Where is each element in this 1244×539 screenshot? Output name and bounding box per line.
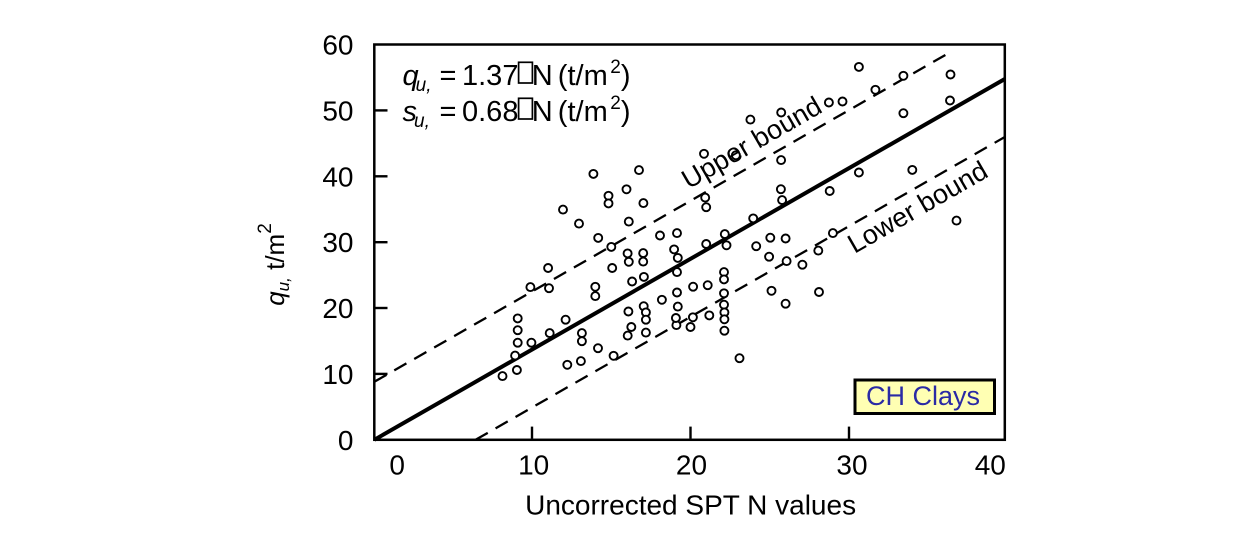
svg-text:0: 0 — [389, 450, 405, 481]
svg-text:30: 30 — [836, 450, 867, 481]
svg-text:(t/m2): (t/m 2) — [558, 57, 631, 92]
svg-text:1.37: 1.37 — [462, 60, 518, 92]
svg-text:CH Clays: CH Clays — [866, 381, 980, 411]
svg-text:qu, t/m2: qu, t/m2 — [255, 223, 293, 306]
svg-text:10: 10 — [518, 450, 549, 481]
svg-text:60: 60 — [322, 30, 353, 61]
svg-text:(t/m2): (t/m 2) — [558, 93, 631, 128]
svg-text:20: 20 — [676, 450, 707, 481]
svg-text:su,: su, — [403, 96, 430, 132]
svg-text:40: 40 — [975, 450, 1006, 481]
svg-text:0.68: 0.68 — [462, 96, 518, 128]
svg-text:Uncorrected SPT N values: Uncorrected SPT N values — [525, 490, 856, 521]
svg-text:20: 20 — [322, 293, 353, 324]
svg-text:=: = — [440, 60, 457, 92]
svg-text:Lower bound: Lower bound — [843, 155, 993, 259]
svg-text:qu,: qu, — [403, 60, 432, 96]
svg-text:N: N — [532, 96, 553, 128]
svg-text:Upper bound: Upper bound — [677, 91, 827, 195]
svg-text:N: N — [532, 60, 553, 92]
svg-text:10: 10 — [322, 359, 353, 390]
svg-text:0: 0 — [338, 425, 354, 456]
svg-text:=: = — [440, 96, 457, 128]
svg-text:30: 30 — [322, 227, 353, 258]
svg-text:50: 50 — [322, 95, 353, 126]
svg-text:40: 40 — [322, 161, 353, 192]
